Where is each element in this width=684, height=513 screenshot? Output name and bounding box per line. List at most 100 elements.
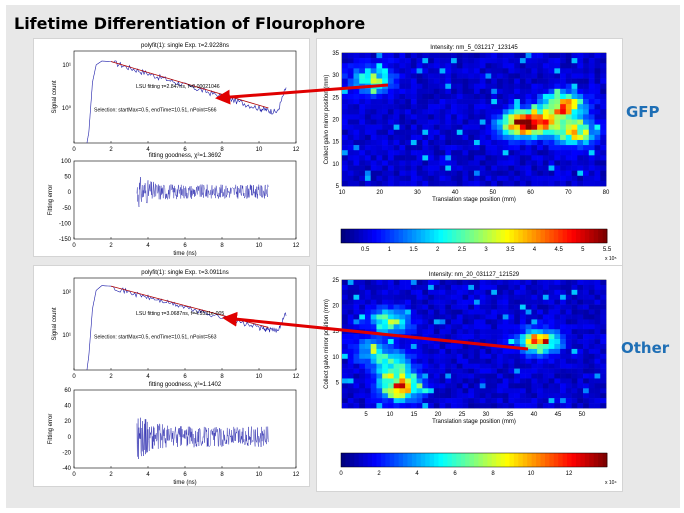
other-image-cell [370,309,377,315]
gfp-image-cell [405,129,412,136]
gfp-image-cell [428,160,435,166]
gfp-image-cell [537,109,544,115]
gfp-image-cell [399,73,406,79]
gfp-image-cell [542,109,549,115]
gfp-image-cell [583,129,590,136]
other-image-cell [560,403,567,409]
gfp-image-cell [370,93,377,100]
gfp-image-cell [387,170,394,177]
gfp-image-cell [393,93,400,100]
gfp-image-cell [456,145,463,151]
other-image-cell [387,358,394,364]
gfp-image-cell [387,88,394,95]
gfp-image-cell [588,73,595,79]
other-image-cell [496,309,503,315]
gfp-image-cell [548,124,555,131]
other-image-cell [405,388,412,394]
gfp-image-cell [571,129,578,136]
other-image-cell [456,294,463,300]
other-image-cell [496,304,503,310]
gfp-image-cell [491,165,498,171]
other-image-cell [508,378,515,384]
gfp-image-cell [565,109,572,115]
other-image-cell [451,344,458,350]
gfp-image-cell [554,134,561,141]
gfp-image-cell [410,155,417,161]
gfp-image-cell [422,53,429,59]
gfp-image-colorbar-step [451,229,457,243]
gfp-image-cell [560,83,567,90]
other-image-cell [583,304,590,310]
gfp-image-colorbar-step [345,229,351,243]
other-image-cell [594,280,601,286]
gfp-image-cell [456,104,463,110]
gfp-image-cell [571,93,578,100]
gfp-image-cell [485,53,492,59]
other-image-cell [542,319,549,325]
gfp-image-cell [491,129,498,136]
gfp-image-cell [594,129,601,136]
gfp-image-cell [439,109,446,115]
gfp-image-cell [537,88,544,95]
gfp-image-cell [496,150,503,156]
other-image-colorbar-step [482,453,488,467]
gfp-image-cell [600,88,607,95]
gfp-image-cell [554,93,561,100]
gfp-residual-residual-series [136,176,269,208]
other-image-cell [410,368,417,374]
gfp-image-cell [565,104,572,110]
gfp-decay-xtick-label: 4 [146,147,150,153]
other-image-cell [496,319,503,325]
gfp-image-cell [359,109,366,115]
gfp-image-cell [531,145,538,151]
gfp-image-cell [554,170,561,177]
gfp-image-cell [382,88,389,95]
gfp-image-colorbar-step [509,229,515,243]
gfp-image-cell [387,93,394,100]
other-image-cell [347,280,354,286]
other-image-cell [376,324,383,330]
gfp-image-cell [445,114,452,120]
gfp-image-cell [588,134,595,141]
other-image-cell [479,378,486,384]
other-image-cell [353,294,360,300]
gfp-image-cell [364,88,371,95]
other-image-cell [525,304,532,310]
other-image-cell [560,304,567,310]
gfp-image-cell [514,68,521,74]
other-image-cell [583,339,590,345]
other-image-cell [502,294,509,300]
other-image-cell [594,398,601,404]
other-image-cell [594,344,601,350]
other-image-cell [456,383,463,389]
gfp-image-cell [393,83,400,90]
gfp-image-cell [387,109,394,115]
gfp-image-cell [353,88,360,95]
other-image-cell [376,339,383,345]
gfp-image-colorbar-step [527,229,533,243]
gfp-image-cell [410,93,417,100]
other-image-cell [554,299,561,305]
other-image-cell [428,324,435,330]
other-image-cell [416,339,423,345]
gfp-image-cell [364,124,371,131]
other-image-cell [548,388,555,394]
other-image-cell [456,373,463,379]
gfp-image-cell [353,114,360,120]
gfp-image-cell [353,58,360,64]
other-image-cell [439,344,446,350]
gfp-image-cell [583,145,590,151]
gfp-image-cell [364,73,371,79]
gfp-image-cell [474,109,481,115]
other-image-cell [542,304,549,310]
other-image-cell [347,353,354,360]
other-image-cell [405,284,412,291]
gfp-image-colorbar-step [367,229,373,243]
gfp-image-cell [519,160,526,166]
gfp-image-cell [491,170,498,177]
gfp-image-cell [542,99,549,105]
gfp-image-cell [370,78,377,84]
gfp-image-cell [353,139,360,146]
gfp-image-cell [491,119,498,125]
